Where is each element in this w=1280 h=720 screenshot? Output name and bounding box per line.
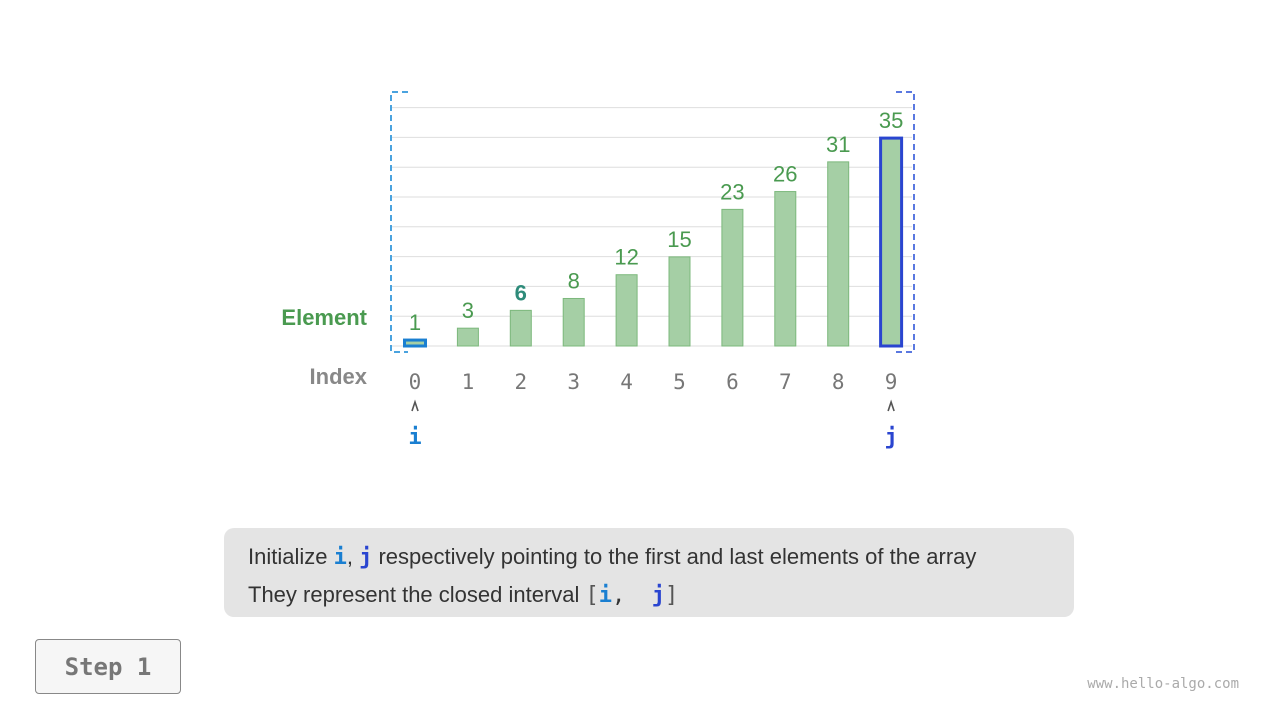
element-label: Element (281, 305, 367, 330)
caption-text: , (346, 544, 360, 569)
bar (879, 136, 904, 348)
value-label: 35 (879, 108, 903, 133)
caption-box: Initialize i, j respectively pointing to… (224, 528, 1074, 617)
value-label: 15 (667, 227, 691, 252)
bar (509, 309, 532, 347)
bar (456, 327, 479, 347)
index-tick-label: 4 (620, 370, 633, 394)
caption-text: They represent the closed interval (248, 582, 586, 607)
index-tick-label: 0 (409, 370, 422, 394)
bar (827, 161, 850, 347)
caption-text: Initialize (248, 544, 334, 569)
index-tick-label: 2 (514, 370, 527, 394)
value-label: 6 (515, 280, 527, 305)
value-label: 23 (720, 179, 744, 204)
value-label: 1 (409, 310, 421, 335)
index-tick-label: 9 (885, 370, 898, 394)
index-label: Index (310, 364, 368, 389)
pointer-arrow-icon (887, 399, 895, 412)
value-label: 26 (773, 162, 797, 187)
caption-line-1: Initialize i, j respectively pointing to… (248, 538, 1050, 576)
value-label: 31 (826, 132, 850, 157)
index-tick-label: 8 (832, 370, 845, 394)
watermark: www.hello-algo.com (1087, 676, 1239, 692)
value-label: 12 (614, 245, 638, 270)
index-tick-label: 6 (726, 370, 739, 394)
step-button[interactable]: Step 1 (35, 639, 181, 694)
pointer-j-text: j (359, 545, 373, 570)
pointer-j-text: j (651, 583, 666, 608)
value-label: 3 (462, 298, 474, 323)
bracket-close: ] (665, 583, 679, 608)
caption-text: , (612, 583, 652, 608)
bar (615, 274, 638, 347)
caption-text: respectively pointing to the first and l… (372, 544, 977, 569)
index-tick-label: 1 (462, 370, 475, 394)
pointer-j: j (884, 425, 897, 450)
pointer-i-text: i (333, 545, 347, 570)
interval-left-bracket (390, 91, 408, 353)
index-tick-label: 7 (779, 370, 792, 394)
bar (562, 297, 585, 347)
bar (668, 256, 691, 347)
index-tick-label: 5 (673, 370, 686, 394)
bar (774, 191, 797, 347)
bar (403, 338, 427, 348)
bracket-open: [ (585, 583, 599, 608)
index-tick-label: 3 (567, 370, 580, 394)
pointer-i: i (408, 425, 421, 450)
pointer-i-text: i (598, 583, 613, 608)
pointer-arrow-icon (411, 399, 419, 412)
gridlines (392, 107, 912, 347)
value-label: 8 (568, 268, 580, 293)
caption-line-2: They represent the closed interval [i, j… (248, 576, 1050, 614)
bar (721, 208, 744, 347)
